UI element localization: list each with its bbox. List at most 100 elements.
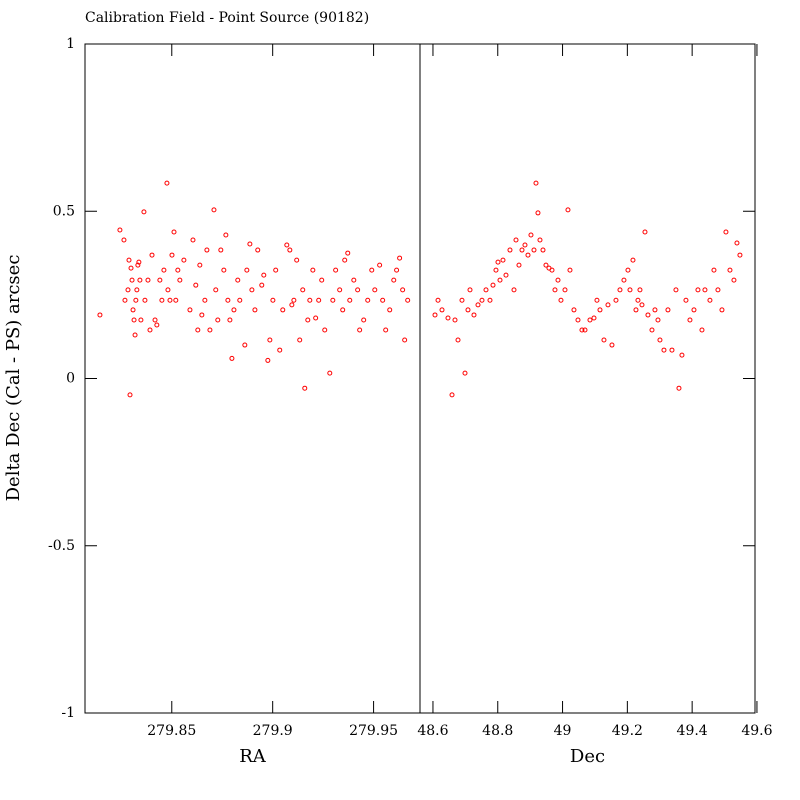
- point: [652, 307, 658, 313]
- point: [621, 277, 627, 283]
- point: [723, 229, 729, 235]
- point: [122, 297, 128, 303]
- point: [357, 327, 363, 333]
- point: [265, 357, 271, 363]
- point: [287, 247, 293, 253]
- point: [127, 392, 133, 398]
- point: [133, 297, 139, 303]
- point: [129, 277, 135, 283]
- point: [235, 277, 241, 283]
- chart-title: Calibration Field - Point Source (90182): [85, 10, 369, 26]
- point: [719, 307, 725, 313]
- point: [291, 297, 297, 303]
- point: [383, 327, 389, 333]
- point: [273, 267, 279, 273]
- point: [465, 307, 471, 313]
- y-tick-label: 0: [66, 371, 75, 387]
- point: [522, 242, 528, 248]
- point: [342, 257, 348, 263]
- point: [297, 337, 303, 343]
- point: [280, 307, 286, 313]
- point: [181, 257, 187, 263]
- point: [135, 262, 141, 268]
- point: [327, 370, 333, 376]
- point: [727, 267, 733, 273]
- point: [637, 287, 643, 293]
- point: [449, 392, 455, 398]
- point: [525, 252, 531, 258]
- point: [247, 241, 253, 247]
- point: [435, 297, 441, 303]
- point: [167, 297, 173, 303]
- point: [455, 337, 461, 343]
- point: [503, 272, 509, 278]
- point: [340, 307, 346, 313]
- point: [687, 317, 693, 323]
- point: [213, 287, 219, 293]
- point: [134, 287, 140, 293]
- point: [300, 287, 306, 293]
- point: [242, 342, 248, 348]
- point: [131, 317, 137, 323]
- point: [157, 277, 163, 283]
- point: [199, 312, 205, 318]
- point: [141, 209, 147, 215]
- x-tick-label: 49: [554, 723, 572, 739]
- point: [345, 250, 351, 256]
- point: [633, 307, 639, 313]
- point: [259, 282, 265, 288]
- point: [445, 315, 451, 321]
- point: [695, 287, 701, 293]
- point: [380, 297, 386, 303]
- point: [130, 307, 136, 313]
- point: [237, 297, 243, 303]
- point: [165, 287, 171, 293]
- point: [459, 297, 465, 303]
- point: [202, 297, 208, 303]
- point: [533, 180, 539, 186]
- point: [267, 337, 273, 343]
- point: [142, 297, 148, 303]
- x-tick-label: 279.9: [253, 723, 293, 739]
- point: [707, 297, 713, 303]
- point: [635, 297, 641, 303]
- point: [630, 257, 636, 263]
- point: [173, 297, 179, 303]
- point: [337, 287, 343, 293]
- point: [204, 247, 210, 253]
- point: [187, 307, 193, 313]
- point: [177, 277, 183, 283]
- point: [394, 267, 400, 273]
- point: [535, 210, 541, 216]
- point: [513, 237, 519, 243]
- point: [702, 287, 708, 293]
- point: [673, 287, 679, 293]
- point: [575, 317, 581, 323]
- point: [591, 315, 597, 321]
- point: [537, 237, 543, 243]
- y-tick-label: -0.5: [48, 538, 75, 554]
- point: [543, 262, 549, 268]
- point: [734, 240, 740, 246]
- point: [497, 277, 503, 283]
- point: [221, 267, 227, 273]
- point: [218, 247, 224, 253]
- point: [715, 287, 721, 293]
- point: [711, 267, 717, 273]
- point: [567, 267, 573, 273]
- point: [676, 385, 682, 391]
- point: [137, 277, 143, 283]
- point: [355, 287, 361, 293]
- point: [125, 287, 131, 293]
- point: [391, 277, 397, 283]
- point: [128, 265, 134, 271]
- point: [669, 347, 675, 353]
- point: [149, 252, 155, 258]
- point: [365, 297, 371, 303]
- point: [540, 247, 546, 253]
- point: [322, 327, 328, 333]
- point: [601, 337, 607, 343]
- point: [507, 247, 513, 253]
- point: [613, 297, 619, 303]
